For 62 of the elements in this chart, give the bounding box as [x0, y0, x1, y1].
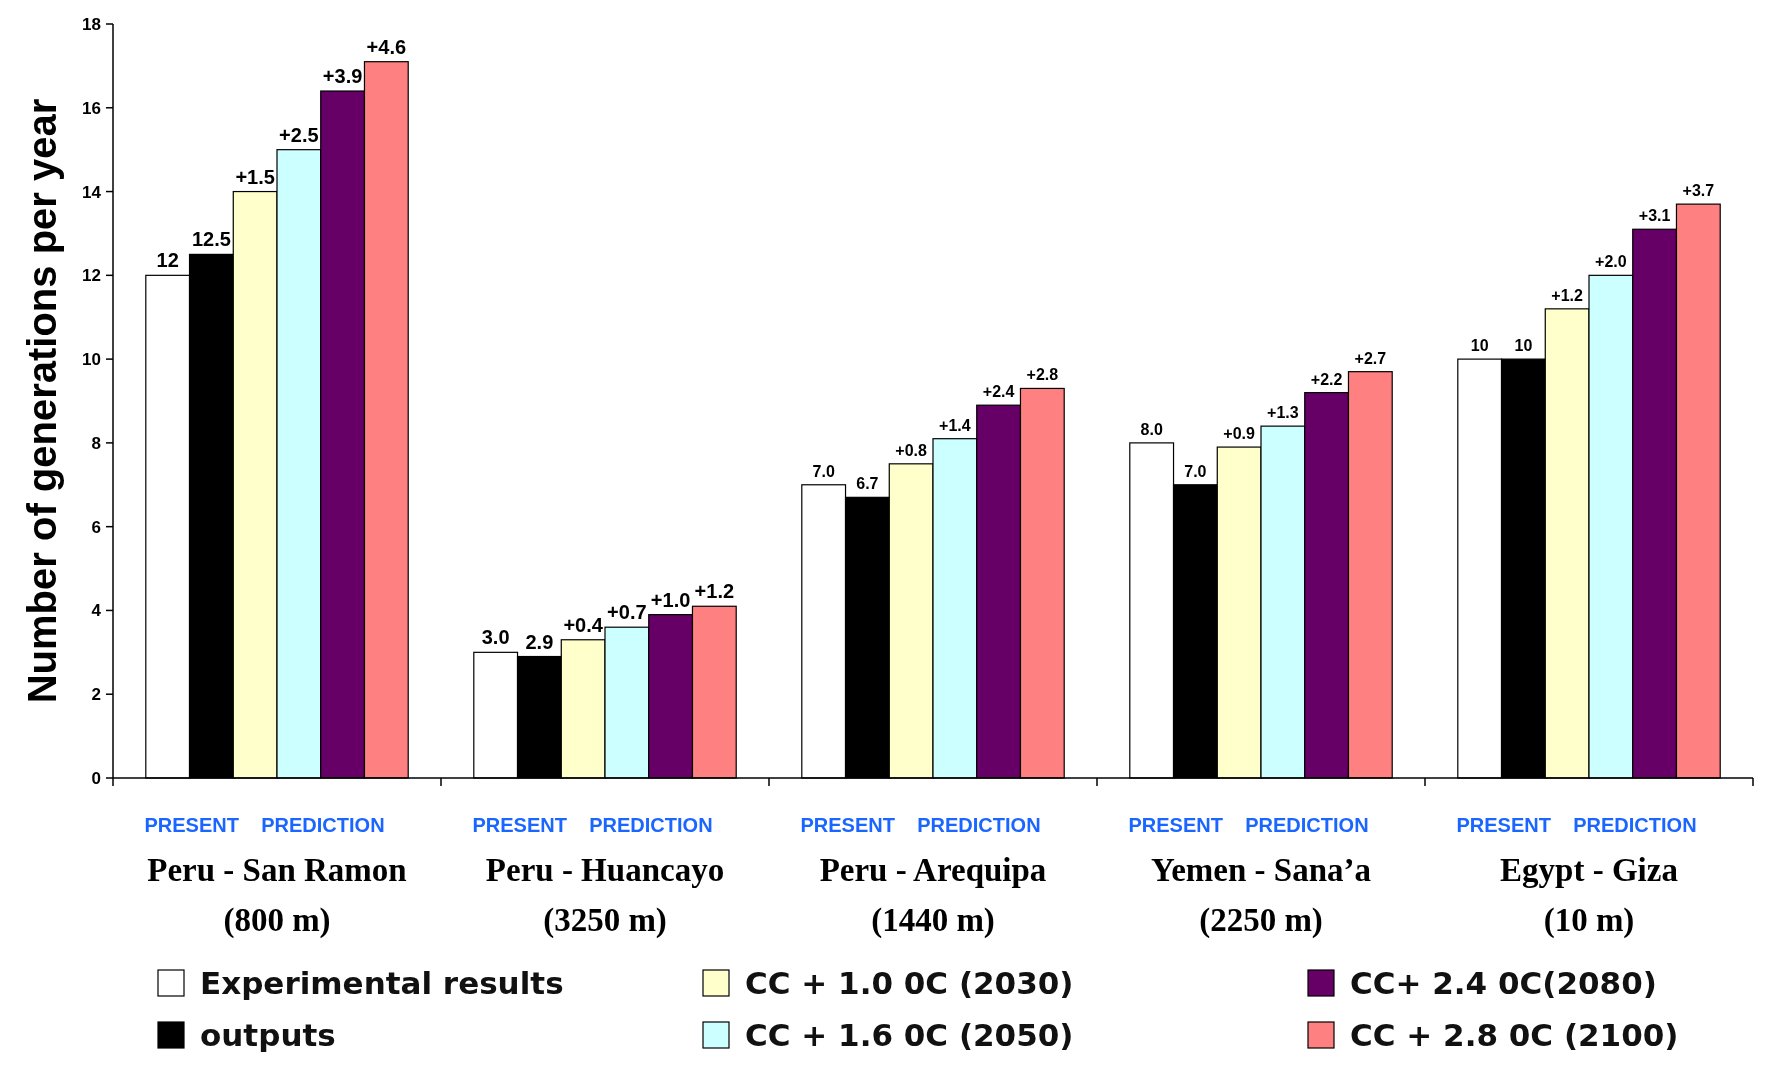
- annotation: +1.2: [1551, 286, 1584, 304]
- text: PRESENT: [1456, 814, 1551, 836]
- legend-label: Experimental results: [200, 964, 564, 1001]
- text: PRESENT: [472, 814, 567, 836]
- x-tick-label: Peru - San Ramon (800 m): [147, 852, 407, 939]
- annotation: +1.5: [235, 165, 275, 188]
- text: PRESENT: [800, 814, 895, 836]
- data-label: 10: [1470, 337, 1489, 355]
- x-tick-label: Peru - Huancayo (3250 m): [485, 852, 725, 939]
- text: PREDICTION: [261, 814, 385, 836]
- text: PRESENT: [144, 814, 239, 836]
- annotation: +3.9: [322, 65, 363, 88]
- annotation: +2.4: [982, 383, 1015, 401]
- annotation: +0.9: [1223, 425, 1256, 443]
- x-tick-label: Peru - Arequipa (1440 m): [819, 852, 1047, 939]
- y-tick-label: 2: [91, 685, 101, 705]
- x-tick-label: Yemen - Sana’a (2250 m): [1151, 852, 1371, 939]
- data-label: 7.0: [1184, 462, 1207, 480]
- legend-label: CC + 2.8 0C (2100): [1350, 1016, 1679, 1053]
- data-label: 2.9: [525, 630, 554, 653]
- data-label: 12.5: [191, 228, 231, 251]
- y-axis-title: Number of generations per year: [20, 98, 64, 704]
- annotation: +1.3: [1267, 404, 1299, 422]
- annotation: +3.7: [1682, 182, 1715, 200]
- x-tick-label: Egypt - Giza (10 m): [1500, 852, 1678, 939]
- annotation: +2.0: [1595, 253, 1627, 271]
- data-label: 8.0: [1140, 420, 1163, 438]
- annotation: +1.4: [939, 416, 971, 434]
- text: PREDICTION: [1245, 814, 1369, 836]
- y-tick-label: 0: [91, 768, 101, 788]
- y-tick-label: 8: [91, 433, 101, 453]
- legend-label: CC+ 2.4 0C(2080): [1350, 964, 1657, 1001]
- annotation: +1.2: [694, 580, 735, 603]
- annotation: +2.7: [1354, 349, 1387, 367]
- annotation: +0.4: [563, 613, 604, 636]
- text: PREDICTION: [1573, 814, 1697, 836]
- annotation: +4.6: [366, 35, 407, 58]
- y-tick-label: 10: [82, 350, 101, 370]
- annotation: +2.2: [1310, 370, 1343, 388]
- annotation: +1.0: [650, 588, 691, 611]
- annotation: +0.7: [607, 601, 647, 624]
- legend-label: CC + 1.0 0C (2030): [745, 964, 1074, 1001]
- annotation: +0.8: [895, 441, 928, 459]
- data-label: 6.7: [856, 475, 879, 493]
- legend-label: CC + 1.6 0C (2050): [745, 1016, 1074, 1053]
- y-tick-label: 14: [82, 182, 102, 202]
- text: PRESENT: [1128, 814, 1223, 836]
- annotation: +2.5: [279, 123, 319, 146]
- y-tick-label: 6: [91, 517, 101, 537]
- y-tick-label: 18: [82, 14, 101, 34]
- data-label: 7.0: [812, 462, 835, 480]
- data-label: 3.0: [481, 626, 510, 649]
- text: PREDICTION: [589, 814, 713, 836]
- annotation: +2.8: [1026, 366, 1059, 384]
- y-tick-label: 12: [82, 266, 101, 286]
- y-tick-label: 16: [82, 98, 101, 118]
- text: PREDICTION: [917, 814, 1041, 836]
- legend-label: outputs: [200, 1016, 336, 1053]
- annotation: +3.1: [1638, 207, 1671, 225]
- data-label: 12: [156, 249, 179, 272]
- y-tick-label: 4: [91, 601, 102, 621]
- data-label: 10: [1514, 337, 1533, 355]
